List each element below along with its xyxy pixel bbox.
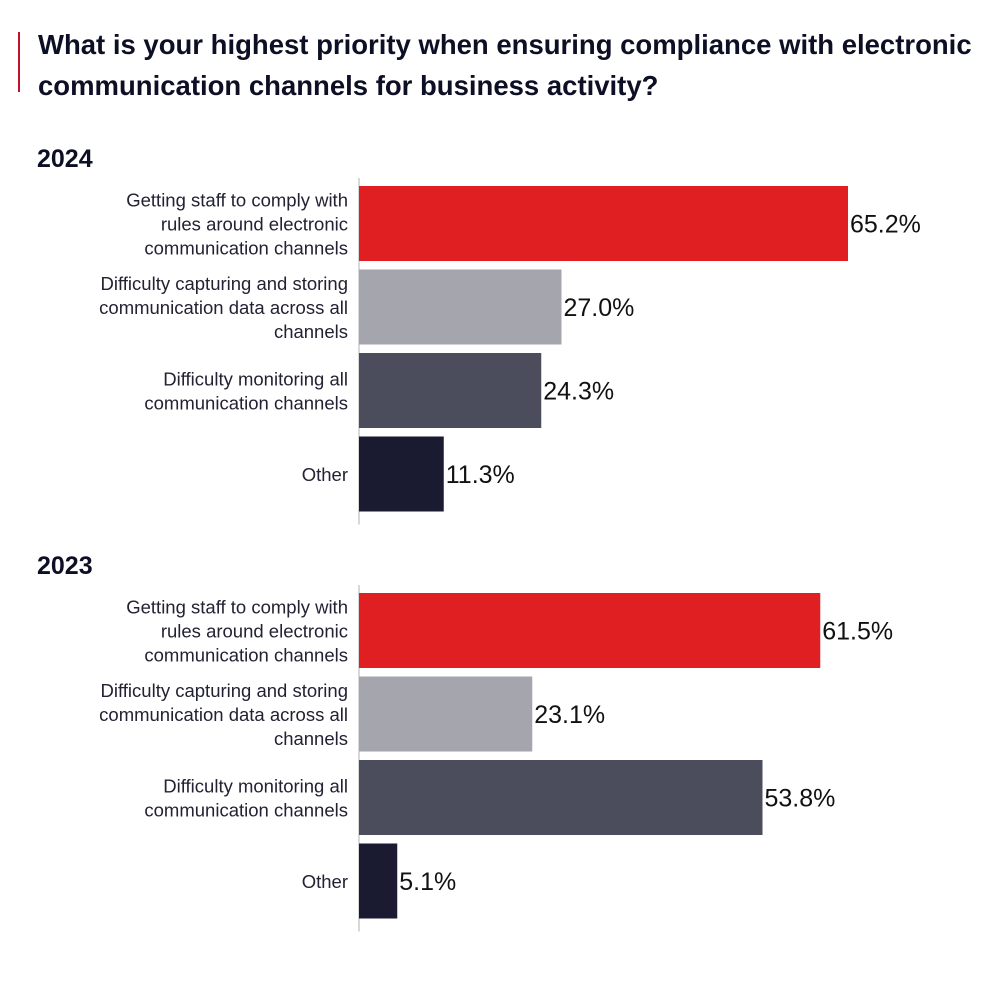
category-label: Other — [302, 871, 348, 892]
bar — [359, 353, 542, 428]
bar — [359, 269, 562, 345]
category-label: Getting staff to comply with rules around… — [126, 597, 348, 666]
data-label: 65.2% — [850, 211, 921, 239]
bar — [359, 843, 398, 919]
category-label: Getting staff to comply with rules around… — [126, 190, 348, 259]
bar — [359, 760, 763, 835]
category-label: Difficulty monitoring all communication c… — [144, 369, 348, 414]
data-label: 53.8% — [765, 785, 836, 813]
bar — [359, 186, 848, 261]
category-label: Other — [302, 464, 348, 485]
data-label: 23.1% — [534, 701, 605, 729]
category-label: Difficulty monitoring all communication c… — [144, 776, 348, 821]
bar — [359, 676, 533, 752]
chart-title: What is your highest priority when ensur… — [38, 29, 972, 101]
bar — [359, 436, 444, 512]
data-label: 27.0% — [564, 294, 635, 322]
bar — [359, 593, 821, 668]
year-label-2023: 2023 — [37, 552, 93, 580]
data-label: 5.1% — [399, 868, 456, 896]
data-label: 11.3% — [446, 461, 515, 489]
year-label-2024: 2024 — [37, 145, 93, 173]
title-accent-bar — [18, 32, 20, 92]
data-label: 24.3% — [543, 378, 614, 406]
category-label: Difficulty capturing and storing communic… — [99, 273, 348, 342]
category-label: Difficulty capturing and storing communic… — [99, 680, 348, 749]
data-label: 61.5% — [822, 618, 893, 646]
